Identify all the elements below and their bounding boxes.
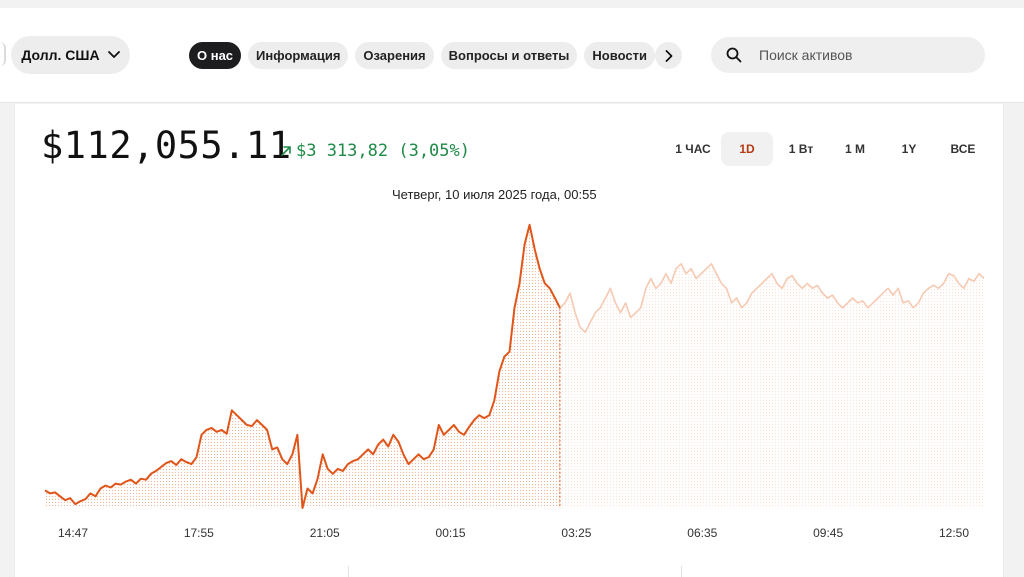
price-line-before-cursor [44,223,561,509]
search-input[interactable] [757,46,971,64]
chevron-right-icon [665,49,672,62]
x-tick-label: 12:50 [939,526,969,540]
bottom-divider [681,566,682,577]
chevron-down-icon [107,51,120,58]
range-1d-button[interactable]: 1D [721,132,773,166]
range-1h-button[interactable]: 1 ЧАС [675,142,711,156]
tab-about[interactable]: О нас [189,42,242,69]
tab-insights[interactable]: Озарения [355,42,434,69]
area-fill-after-cursor [559,263,984,508]
arrow-up-right-icon [281,146,291,156]
x-tick-label: 21:05 [310,526,340,540]
tab-information[interactable]: Информация [248,42,349,69]
current-price: $112,055.11 [41,124,292,167]
x-tick-label: 14:47 [58,526,88,540]
section-nav: О нас Информация Озарения Вопросы и отве… [189,42,655,69]
price-change-value: $3 313,82 (3,05%) [296,141,470,161]
x-tick-label: 03:25 [561,526,591,540]
time-range-selector: 1 ЧАС 1D 1 Вт 1 М 1Y ВСЕ [667,132,989,166]
hover-tooltip: Четверг, 10 июля 2025 года, 00:55 [392,187,597,202]
currency-label: Долл. США [21,47,100,63]
range-1m-button[interactable]: 1 М [844,142,865,156]
tab-faq[interactable]: Вопросы и ответы [440,42,578,69]
range-1y-button[interactable]: 1Y [901,142,917,156]
x-tick-label: 06:35 [687,526,717,540]
tab-news[interactable]: Новости [584,42,655,69]
bottom-divider [348,566,349,577]
left-edge-control[interactable] [0,42,6,66]
x-tick-label: 17:55 [184,526,214,540]
range-all-button[interactable]: ВСЕ [950,142,976,156]
search-icon [726,47,742,63]
x-tick-label: 09:45 [813,526,843,540]
currency-selector[interactable]: Долл. США [11,36,130,74]
area-fill-before-cursor [45,224,560,509]
range-1w-button[interactable]: 1 Вт [788,142,814,156]
nav-scroll-right-button[interactable] [655,42,682,69]
price-line-after-cursor [559,263,985,333]
price-change: $3 313,82 (3,05%) [280,141,470,161]
x-tick-label: 00:15 [436,526,466,540]
asset-search[interactable] [711,37,985,73]
